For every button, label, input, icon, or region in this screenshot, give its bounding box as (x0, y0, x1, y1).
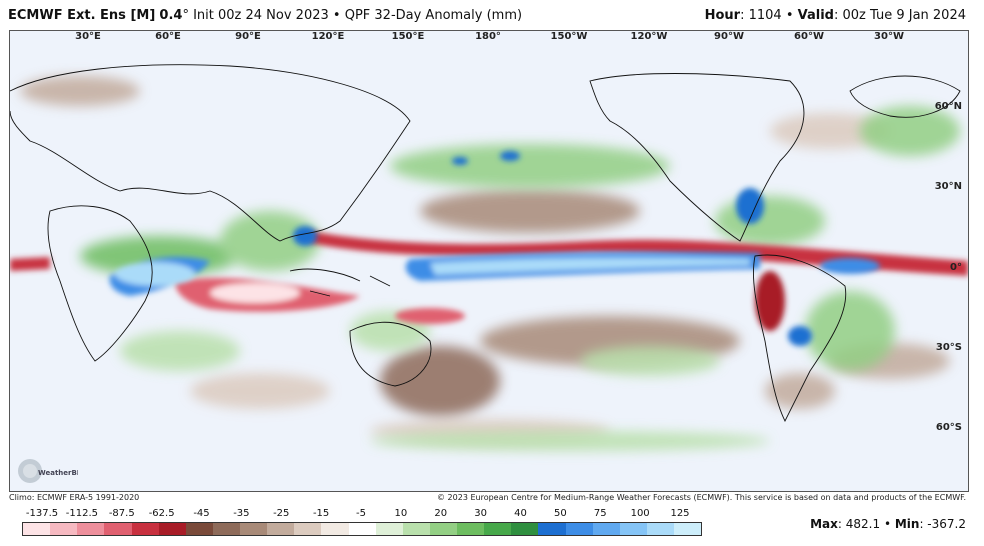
colorbar-tick-label: 30 (474, 508, 487, 519)
colorbar (22, 522, 702, 536)
lon-label: 150°W (550, 31, 588, 42)
colorbar-swatch (23, 523, 51, 535)
colorbar-swatch (185, 523, 213, 535)
lon-label: 150°E (391, 31, 425, 42)
init-time: Init 00z 24 Nov 2023 (193, 8, 329, 23)
blue-wet-band (109, 151, 880, 346)
wet-anomaly-areas (80, 106, 960, 451)
colorbar-tick-label: 20 (434, 508, 448, 519)
colorbar-swatch (267, 523, 295, 535)
map-canvas (10, 31, 968, 491)
lon-label: 60°E (155, 31, 181, 42)
colorbar-swatch (565, 523, 593, 535)
colorbar-tick-label: -45 (193, 508, 210, 519)
colorbar-swatch (511, 523, 539, 535)
colorbar-swatch (104, 523, 132, 535)
lon-label: 180° (475, 31, 501, 42)
product-name: QPF 32-Day Anomaly (mm) (344, 8, 523, 23)
colorbar-tick-label: 40 (514, 508, 527, 519)
colorbar-swatch (375, 523, 403, 535)
colorbar-swatch (77, 523, 105, 535)
colorbar-ticks: -137.5 -112.5 -87.5 -62.5 -45 -35 -25 -15 -5 10 20… (22, 508, 700, 520)
separator: • (785, 8, 794, 23)
colorbar-tick-label: 50 (554, 508, 567, 519)
colorbar-swatch (484, 523, 512, 535)
lat-label: 60°N (934, 101, 962, 112)
colorbar-swatch (674, 523, 702, 535)
lon-label: 30°W (874, 31, 904, 42)
colorbar-swatch (131, 523, 159, 535)
colorbar-tick-label: -87.5 (108, 508, 135, 519)
lat-label: 60°S (935, 422, 962, 433)
colorbar-swatch (240, 523, 268, 535)
colorbar-tick-label: 100 (630, 508, 650, 519)
hour-label: Hour (704, 8, 741, 23)
svg-text:WeatherBELL: WeatherBELL (38, 469, 78, 477)
min-value: : -367.2 (919, 517, 966, 531)
max-value: : 482.1 (837, 517, 881, 531)
lon-label: 90°E (235, 31, 261, 42)
lat-label: 0° (950, 262, 962, 273)
colorbar-tick-label: -5 (356, 508, 366, 519)
colorbar-swatch (294, 523, 322, 535)
lon-label: 120°W (630, 31, 668, 42)
separator: • (332, 8, 341, 23)
colorbar-swatch (429, 523, 457, 535)
hour-value: : 1104 (740, 8, 782, 23)
separator: • (883, 517, 892, 531)
weatherbell-logo: WeatherBELL (16, 457, 78, 485)
colorbar-swatch (348, 523, 376, 535)
colorbar-tick-label: 125 (670, 508, 690, 519)
colorbar-tick-label: 10 (394, 508, 408, 519)
title-bar: ECMWF Ext. Ens [M] 0.4° Init 00z 24 Nov … (0, 0, 984, 30)
coastlines (10, 64, 961, 423)
colorbar-tick-label: -137.5 (25, 508, 59, 519)
logo-icon: WeatherBELL (18, 459, 78, 483)
map-title: ECMWF Ext. Ens [M] 0.4° Init 00z 24 Nov … (8, 8, 522, 23)
lat-label: 30°S (935, 342, 962, 353)
degree-symbol: ° (182, 8, 189, 23)
valid-info: Hour: 1104 • Valid: 00z Tue 9 Jan 2024 (705, 8, 966, 23)
lon-label: 120°E (311, 31, 345, 42)
max-min-readout: Max: 482.1 • Min: -367.2 (810, 517, 966, 531)
colorbar-swatch (457, 523, 485, 535)
colorbar-tick-label: -112.5 (65, 508, 98, 519)
lat-label: 30°N (934, 181, 962, 192)
precip-anomaly-map[interactable]: 30°E 60°E 90°E 120°E 150°E 180° 150°W 12… (9, 30, 969, 492)
min-label: Min (894, 517, 920, 531)
colorbar-swatch (619, 523, 647, 535)
colorbar-swatch (538, 523, 566, 535)
colorbar-swatch (212, 523, 240, 535)
valid-label: Valid (797, 8, 834, 23)
colorbar-tick-label: -25 (273, 508, 290, 519)
colorbar-tick-label: -62.5 (148, 508, 175, 519)
model-name: ECMWF Ext. Ens [M] (8, 8, 156, 23)
climo-credit: Climo: ECMWF ERA-5 1991-2020 (9, 493, 140, 502)
colorbar-swatch (50, 523, 78, 535)
colorbar-tick-label: 75 (593, 508, 607, 519)
colorbar-tick-label: -35 (233, 508, 250, 519)
colorbar-swatch (402, 523, 430, 535)
colorbar-swatch (321, 523, 349, 535)
colorbar-swatch (158, 523, 186, 535)
resolution: 0.4 (159, 8, 183, 23)
colorbar-swatch (646, 523, 674, 535)
lon-label: 60°W (794, 31, 824, 42)
lon-label: 90°W (714, 31, 744, 42)
colorbar-tick-label: -15 (312, 508, 330, 519)
lon-label: 30°E (75, 31, 101, 42)
colorbar-swatch (592, 523, 620, 535)
max-label: Max (810, 517, 838, 531)
copyright-credit: © 2023 European Centre for Medium-Range … (437, 493, 966, 502)
valid-value: : 00z Tue 9 Jan 2024 (833, 8, 966, 23)
